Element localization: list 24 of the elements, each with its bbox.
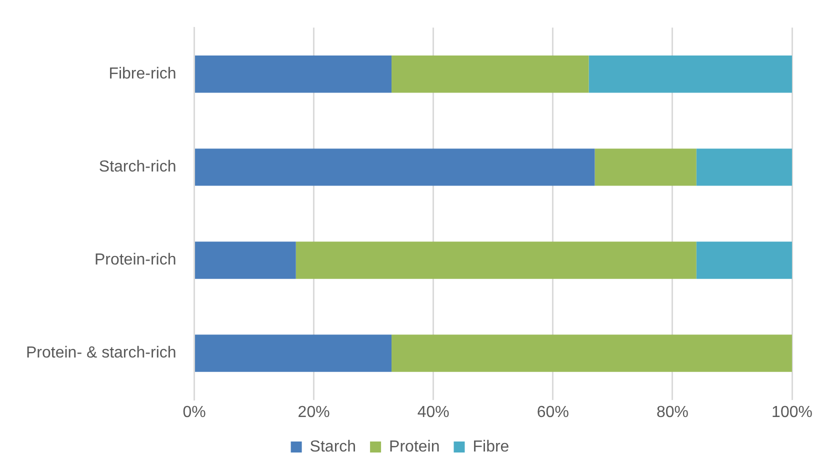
x-tick-label: 80% [656,404,688,421]
bar [588,56,792,93]
bar [296,242,696,279]
legend-label: Protein [389,438,440,456]
bar [195,56,392,93]
bar [696,242,792,279]
bar [195,242,296,279]
bar [696,148,792,186]
bar [195,334,392,372]
y-tick-label: Fibre-rich [108,66,176,83]
legend-label: Fibre [472,438,510,456]
x-tick-label: 40% [417,404,450,421]
x-tick-label: 60% [536,404,569,421]
x-tick-label: 100% [772,404,812,421]
bar [594,148,696,186]
legend-label: Starch [310,438,356,456]
bar [392,334,792,372]
x-tick-label: 0% [182,404,206,421]
y-tick-label: Protein-rich [94,252,176,269]
y-tick-label: Starch-rich [98,158,176,176]
y-tick-label: Protein- & starch-rich [26,344,176,362]
bar [195,148,595,186]
bar [392,56,589,93]
x-tick-label: 20% [298,404,330,421]
